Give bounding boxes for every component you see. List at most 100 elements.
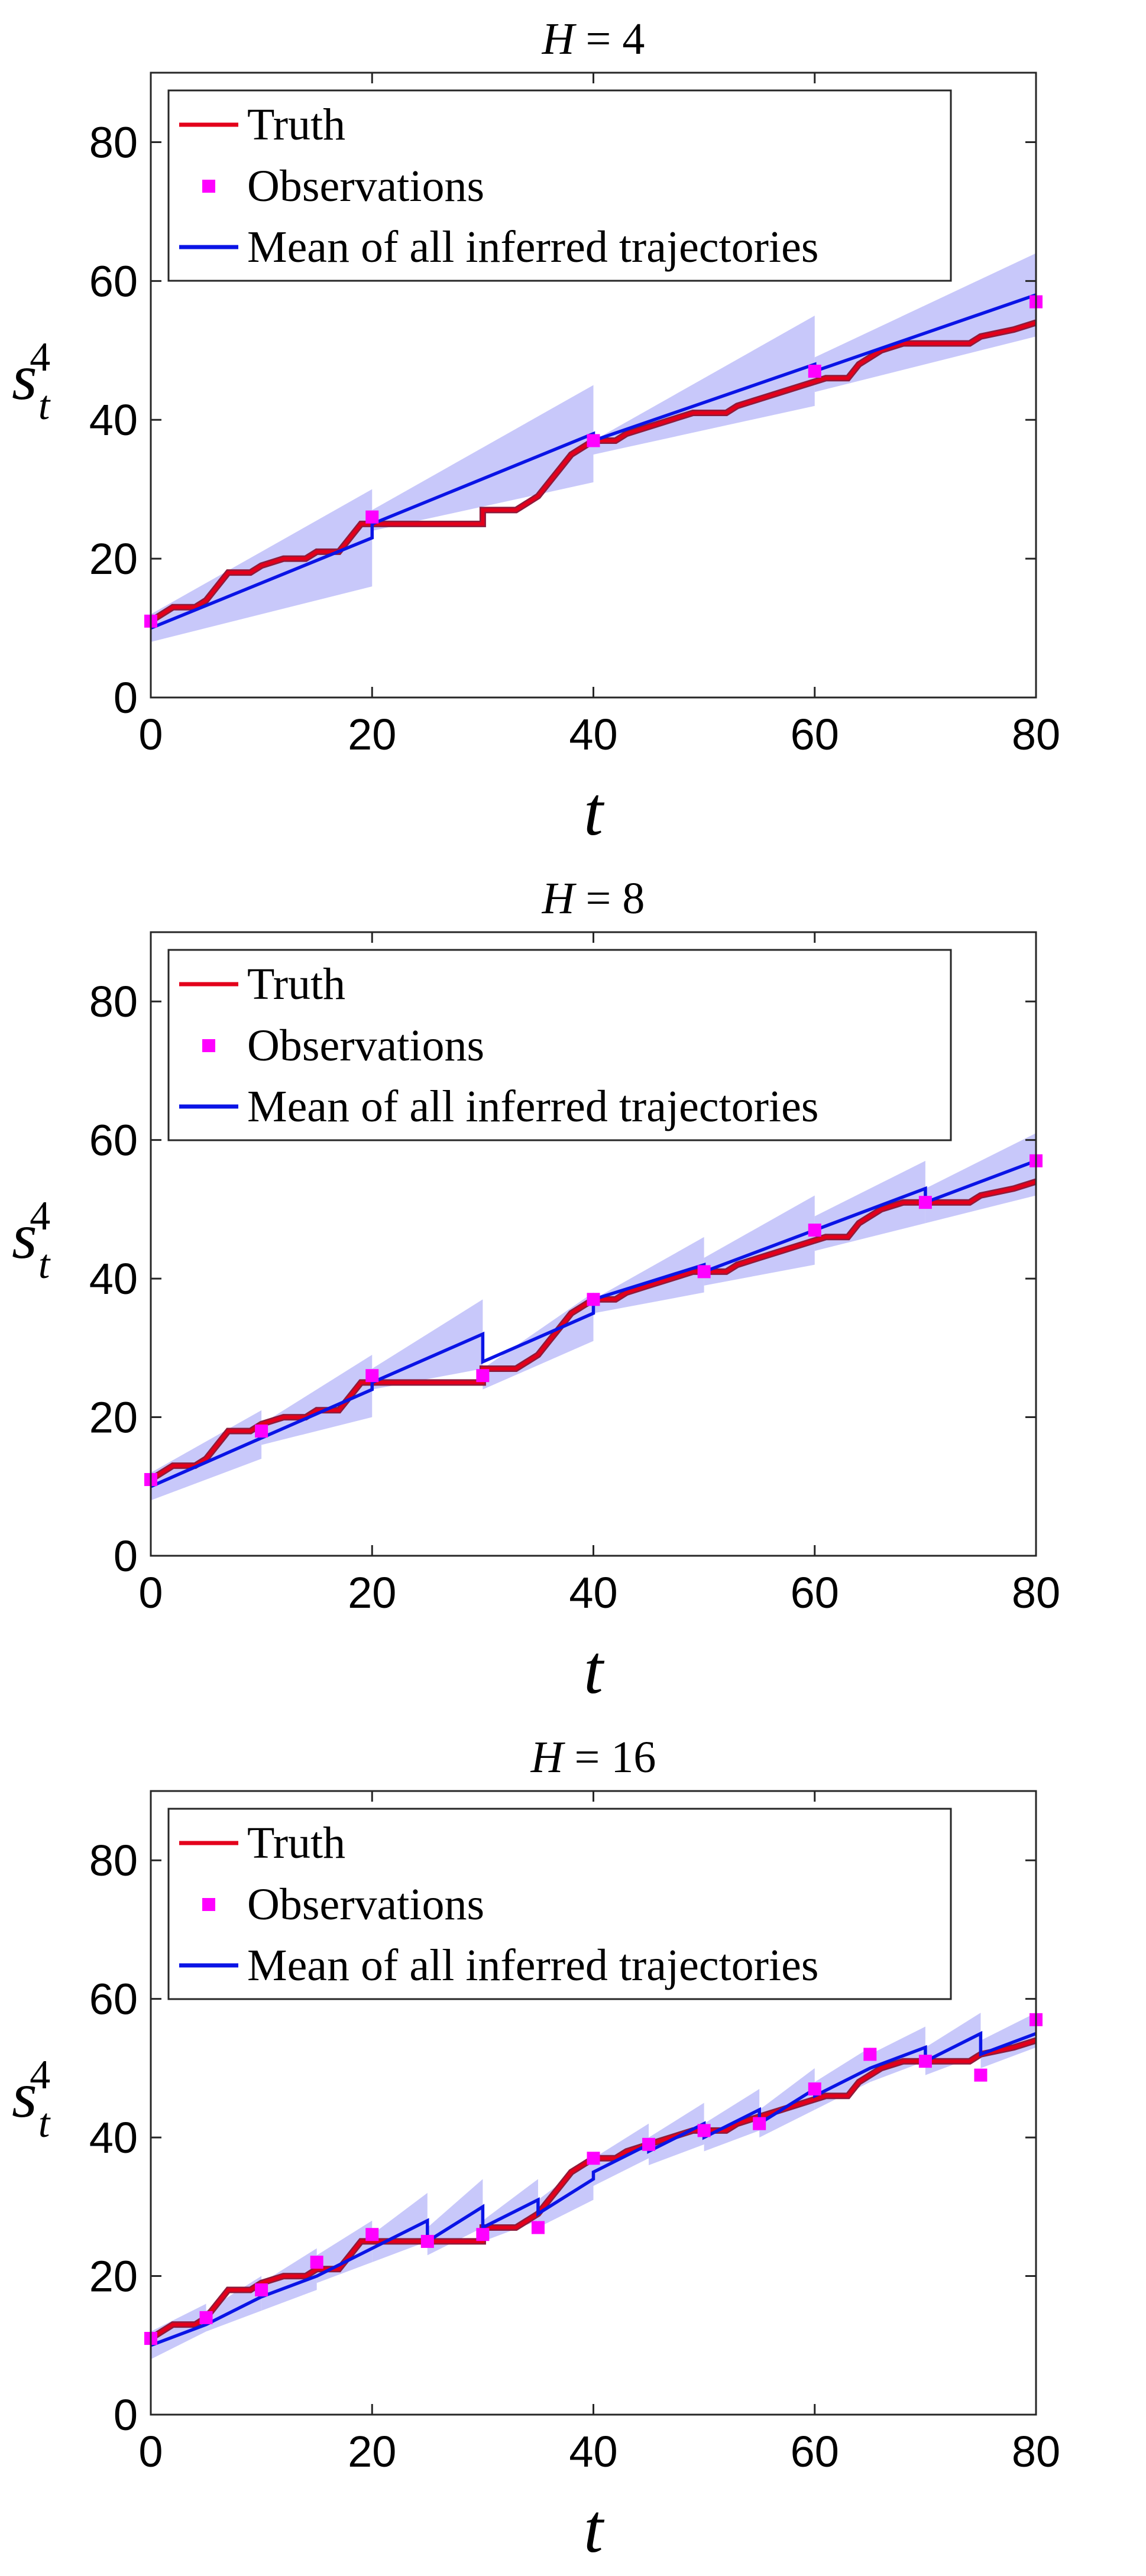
- y-label-subscript: t: [38, 1242, 51, 1287]
- observation-point-1: [255, 1425, 268, 1438]
- observation-point-5: [697, 1265, 711, 1279]
- chart-title-value: = 8: [575, 874, 645, 923]
- x-tick-label-1: 20: [348, 2427, 396, 2476]
- observation-point-2: [587, 434, 600, 447]
- uncertainty-band-2: [593, 316, 815, 455]
- x-tick-label-4: 80: [1012, 710, 1060, 759]
- plot-layer: [151, 1133, 1036, 1501]
- legend-observations-swatch: [202, 1898, 215, 1911]
- x-axis-label: t: [584, 1631, 605, 1708]
- x-tick-label-0: 0: [138, 1568, 163, 1617]
- uncertainty-band-10: [704, 2089, 760, 2152]
- truth-line: [151, 320, 1036, 623]
- y-label-superscript: 4: [30, 1193, 50, 1239]
- observation-point-6: [808, 1224, 821, 1237]
- y-tick-label-0: 0: [114, 2390, 138, 2439]
- x-tick-label-2: 40: [569, 1568, 617, 1617]
- y-tick-label-4: 80: [89, 977, 138, 1026]
- y-tick-label-4: 80: [89, 118, 138, 167]
- observation-point-12: [808, 2082, 821, 2096]
- x-tick-label-4: 80: [1012, 1568, 1060, 1617]
- chart-title-var: H: [542, 874, 577, 923]
- uncertainty-band-0: [151, 2304, 206, 2360]
- y-tick-label-0: 0: [114, 673, 138, 722]
- x-tick-label-2: 40: [569, 710, 617, 759]
- y-label-base: s: [12, 341, 37, 413]
- plot-layer: [151, 253, 1036, 643]
- uncertainty-band-4: [372, 2192, 428, 2263]
- observation-point-3: [476, 1369, 490, 1383]
- truth-line: [151, 2039, 1036, 2340]
- observation-point-14: [918, 2055, 932, 2068]
- plot-layer: [151, 2013, 1036, 2360]
- x-tick-label-1: 20: [348, 710, 396, 759]
- observation-point-3: [808, 365, 821, 378]
- uncertainty-band-7: [538, 2158, 594, 2228]
- y-axis-label: st4: [12, 2052, 51, 2146]
- legend-label-0: Truth: [247, 1818, 345, 1868]
- y-tick-label-3: 60: [89, 1975, 138, 2024]
- observation-point-5: [420, 2234, 434, 2248]
- x-tick-label-1: 20: [348, 1568, 396, 1617]
- y-tick-label-3: 60: [89, 257, 138, 306]
- chart-title-value: = 4: [575, 14, 645, 64]
- uncertainty-band-2: [261, 2248, 317, 2311]
- legend-observations-swatch: [202, 180, 215, 193]
- x-axis-label: t: [584, 2490, 605, 2567]
- mean-line: [151, 1159, 1036, 1488]
- y-axis-label: st4: [12, 335, 51, 429]
- x-tick-label-2: 40: [569, 2427, 617, 2476]
- x-axis-label: t: [584, 773, 605, 850]
- observation-point-7: [531, 2221, 545, 2234]
- x-tick-label-3: 60: [791, 1568, 839, 1617]
- x-tick-label-3: 60: [791, 2427, 839, 2476]
- uncertainty-band-1: [372, 385, 594, 531]
- chart-title-var: H: [530, 1733, 566, 1782]
- y-label-superscript: 4: [30, 335, 50, 380]
- observation-point-2: [365, 1369, 379, 1383]
- x-tick-label-4: 80: [1012, 2427, 1060, 2476]
- legend-label-1: Observations: [247, 1021, 484, 1070]
- observation-point-11: [753, 2117, 766, 2130]
- legend-observations-swatch: [202, 1039, 215, 1052]
- observation-point-15: [974, 2068, 988, 2082]
- y-label-base: s: [12, 2059, 37, 2131]
- y-tick-label-2: 40: [89, 2113, 138, 2162]
- y-label-superscript: 4: [30, 2052, 50, 2098]
- y-tick-label-0: 0: [114, 1532, 138, 1581]
- uncertainty-band-11: [759, 2068, 815, 2138]
- legend-box: [167, 89, 952, 282]
- legend-label-1: Observations: [247, 161, 484, 211]
- legend-label-2: Mean of all inferred trajectories: [247, 222, 818, 272]
- observation-point-7: [918, 1196, 932, 1209]
- observation-point-10: [697, 2124, 711, 2137]
- x-tick-label-0: 0: [138, 2427, 163, 2476]
- y-tick-label-1: 20: [89, 1393, 138, 1442]
- observation-point-4: [365, 2228, 379, 2241]
- y-tick-label-2: 40: [89, 395, 138, 445]
- uncertainty-band-2: [372, 1299, 483, 1390]
- legend-box: [167, 1808, 952, 2000]
- chart-panel-1: H = 40 20 40 60 80020406080tst4TruthObservat…: [12, 14, 1060, 850]
- chart-panel-3: H = 160 20 40 60 80020406080tst4TruthObserva…: [12, 1733, 1060, 2567]
- y-tick-label-3: 60: [89, 1116, 138, 1165]
- y-tick-label-4: 80: [89, 1836, 138, 1885]
- uncertainty-band-1: [261, 1355, 373, 1445]
- chart-title: H = 16: [530, 1733, 656, 1782]
- observation-point-1: [365, 510, 379, 524]
- uncertainty-band-5: [427, 2179, 483, 2256]
- legend-label-2: Mean of all inferred trajectories: [247, 1082, 818, 1131]
- chart-title: H = 4: [542, 14, 645, 64]
- y-label-base: s: [12, 1200, 37, 1272]
- chart-panel-2: H = 80 20 40 60 80020406080tst4TruthObservat…: [12, 874, 1060, 1708]
- legend-box: [167, 949, 952, 1141]
- legend-label-0: Truth: [247, 100, 345, 150]
- legend-label-0: Truth: [247, 959, 345, 1009]
- observation-point-6: [476, 2228, 490, 2241]
- x-tick-label-3: 60: [791, 710, 839, 759]
- chart-title-var: H: [542, 14, 577, 64]
- y-tick-label-1: 20: [89, 534, 138, 583]
- chart-title: H = 8: [542, 874, 645, 923]
- observation-point-2: [255, 2283, 268, 2296]
